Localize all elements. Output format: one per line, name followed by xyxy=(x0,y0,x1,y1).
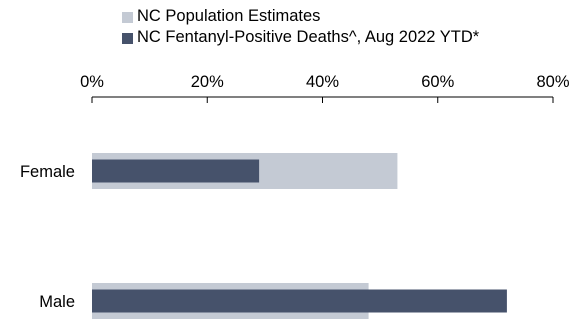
x-tick-label: 20% xyxy=(191,73,224,91)
x-tick-label: 60% xyxy=(421,73,454,91)
bar-deaths-female xyxy=(92,159,260,183)
category-label-male: Male xyxy=(39,293,75,311)
legend-label-population: NC Population Estimates xyxy=(137,7,321,25)
legend-swatch-population xyxy=(122,11,133,23)
chart-legend: NC Population Estimates NC Fentanyl-Posi… xyxy=(122,6,479,48)
legend-item-population: NC Population Estimates xyxy=(122,6,479,27)
legend-label-deaths: NC Fentanyl-Positive Deaths^, Aug 2022 Y… xyxy=(137,28,480,46)
legend-item-deaths: NC Fentanyl-Positive Deaths^, Aug 2022 Y… xyxy=(122,27,479,48)
bar-deaths-male xyxy=(92,289,507,313)
category-label-female: Female xyxy=(20,163,75,181)
x-tick-label: 40% xyxy=(306,73,339,91)
x-tick-label: 0% xyxy=(80,73,104,91)
x-tick-label: 80% xyxy=(536,73,569,91)
legend-swatch-deaths xyxy=(122,32,133,44)
